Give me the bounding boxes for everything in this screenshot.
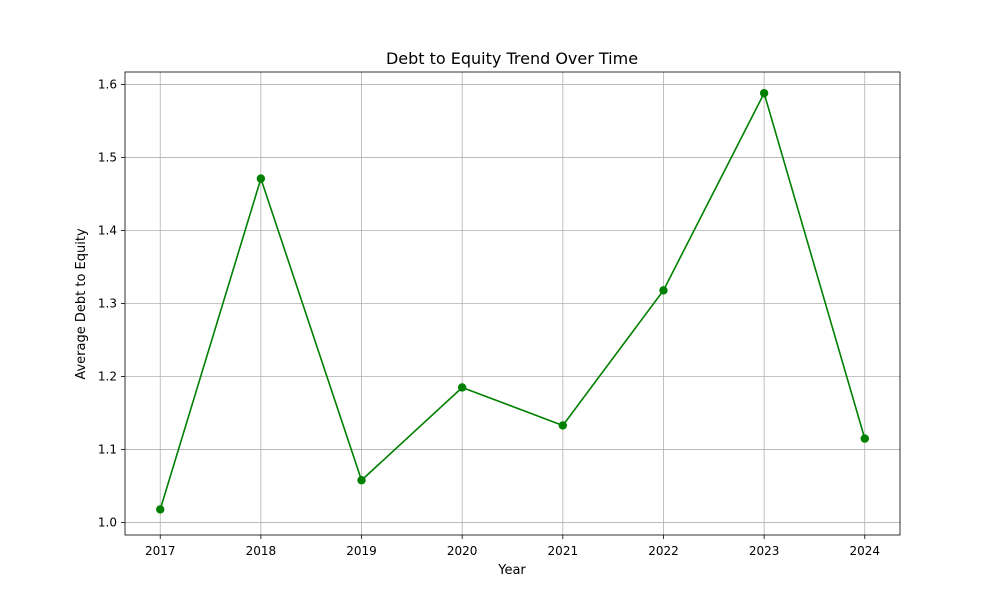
plot-frame xyxy=(124,71,901,536)
x-axis-label: Year xyxy=(497,563,526,578)
data-point-marker xyxy=(759,88,769,98)
data-point-marker xyxy=(659,286,668,295)
series-layer xyxy=(156,88,869,514)
data-point-marker xyxy=(457,383,467,392)
y-tick-label: 1.0 xyxy=(98,516,117,530)
data-point-marker xyxy=(156,505,165,514)
grid-lines xyxy=(125,72,900,535)
x-tick-label: 2022 xyxy=(648,544,679,558)
data-point-marker xyxy=(357,476,366,485)
x-tick-label: 2019 xyxy=(346,544,377,558)
y-tick-label: 1.3 xyxy=(98,297,117,311)
data-point-marker xyxy=(558,421,568,430)
series-line xyxy=(159,92,866,510)
y-tick-label: 1.2 xyxy=(98,370,117,384)
axes: 2017 2018 2019 2020 2021 2022 2023 2024 1.0 1.1 1.… xyxy=(98,71,901,558)
y-tick-label: 1.5 xyxy=(98,150,117,164)
data-point-marker xyxy=(256,174,266,183)
x-tick-label: 2023 xyxy=(749,544,780,558)
y-axis-label: Average Debt to Equity xyxy=(74,228,89,380)
y-tick-label: 1.4 xyxy=(98,223,117,237)
x-tick-label: 2021 xyxy=(548,544,579,558)
data-point-marker xyxy=(860,434,869,443)
y-tick-label: 1.1 xyxy=(98,443,117,457)
x-tick-label: 2020 xyxy=(447,544,478,558)
x-tick-label: 2018 xyxy=(246,544,277,558)
y-tick-label: 1.6 xyxy=(98,77,117,91)
chart-title: Debt to Equity Trend Over Time xyxy=(386,49,638,68)
x-tick-label: 2017 xyxy=(145,544,176,558)
x-tick-label: 2024 xyxy=(849,544,880,558)
